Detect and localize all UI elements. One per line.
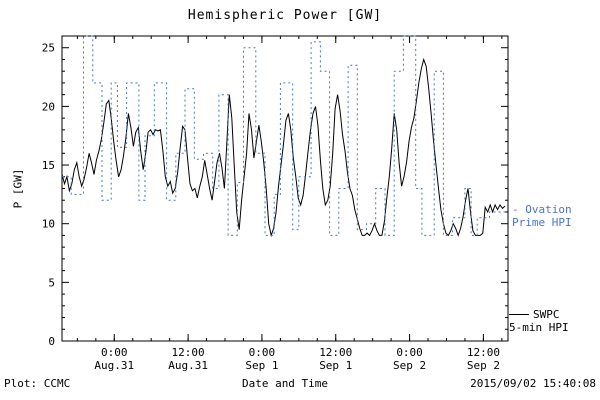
svg-text:0: 0 [48, 335, 55, 348]
svg-text:Sep 2: Sep 2 [467, 359, 500, 372]
legend-swpc-line1: SWPC [509, 308, 569, 321]
svg-text:Aug.31: Aug.31 [94, 359, 134, 372]
svg-text:10: 10 [42, 218, 55, 231]
svg-text:12:00: 12:00 [319, 346, 352, 359]
svg-text:Sep 1: Sep 1 [245, 359, 278, 372]
svg-text:0:00: 0:00 [249, 346, 276, 359]
svg-text:25: 25 [42, 42, 55, 55]
svg-text:Aug.31: Aug.31 [168, 359, 208, 372]
svg-text:5: 5 [48, 276, 55, 289]
plot-timestamp: 2015/09/02 15:40:08 [470, 377, 596, 390]
x-axis-label: Date and Time [241, 377, 329, 390]
svg-text:15: 15 [42, 159, 55, 172]
legend-swpc-5min-hpi: SWPC 5-min HPI [509, 308, 569, 334]
svg-text:0:00: 0:00 [101, 346, 128, 359]
ovation-line-marker: - [512, 203, 519, 216]
svg-text:Sep 1: Sep 1 [319, 359, 352, 372]
chart-title: Hemispheric Power [GW] [187, 8, 383, 23]
svg-text:12:00: 12:00 [172, 346, 205, 359]
legend-ovation-line2: Prime HPI [512, 216, 572, 229]
legend-ovation-prime-hpi: - Ovation Prime HPI [512, 203, 572, 229]
swpc-line-marker [509, 314, 529, 315]
legend-ovation-line1: - Ovation [512, 203, 572, 216]
svg-text:0:00: 0:00 [396, 346, 423, 359]
svg-text:20: 20 [42, 100, 55, 113]
svg-text:Sep 2: Sep 2 [393, 359, 426, 372]
legend-swpc-line2: 5-min HPI [509, 321, 569, 334]
svg-text:12:00: 12:00 [467, 346, 500, 359]
plot-source-label: Plot: CCMC [4, 377, 71, 390]
